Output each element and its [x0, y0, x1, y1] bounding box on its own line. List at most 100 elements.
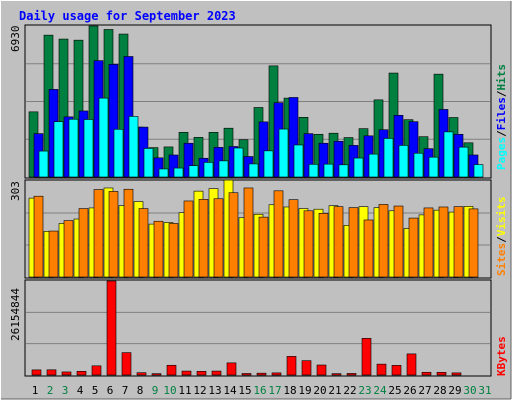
kbytes-bar: [181, 370, 192, 376]
legend-separator: /: [495, 90, 508, 97]
sites-bar: [228, 192, 239, 278]
sites-bar: [138, 208, 149, 278]
kbytes-bar: [361, 338, 372, 376]
kbytes-bar: [136, 372, 147, 376]
kbytes-bar: [331, 373, 342, 376]
pages-bar: [413, 152, 424, 178]
x-tick-label: 13: [208, 384, 221, 397]
kbytes-panel-frame: [24, 279, 492, 377]
x-tick-label: 3: [62, 384, 69, 397]
pages-bar: [308, 164, 319, 178]
pages-bar: [368, 153, 379, 178]
kbytes-bar: [121, 352, 132, 376]
pages-bar: [233, 147, 244, 178]
pages-bar: [248, 163, 259, 178]
pages-bar: [143, 148, 154, 178]
sites-bar: [63, 220, 74, 278]
sites-bar: [468, 208, 479, 278]
legend-hits: Hits: [495, 64, 508, 91]
pages-bar: [218, 160, 229, 178]
legend-visits: Visits: [495, 197, 508, 237]
x-tick-label: 11: [178, 384, 191, 397]
pages-bar: [443, 131, 454, 178]
x-tick-label: 20: [313, 384, 326, 397]
x-tick-label: 14: [223, 384, 237, 397]
pages-bar: [338, 164, 349, 178]
x-tick-label: 8: [137, 384, 144, 397]
kbytes-legend: KBytes: [495, 336, 508, 376]
kbytes-bar: [46, 369, 57, 376]
x-tick-label: 5: [92, 384, 99, 397]
files-bar: [258, 121, 269, 178]
kbytes-bar: [451, 372, 462, 376]
sites-bar: [48, 230, 59, 278]
x-tick-label: 28: [433, 384, 446, 397]
pages-bar: [398, 145, 409, 178]
pages-bar: [263, 150, 274, 178]
kbytes-bar: [91, 365, 102, 376]
kbytes-bar: [436, 372, 447, 376]
hits-bar: [58, 38, 69, 178]
hits-panel-frame: [24, 24, 492, 179]
chart-title: Daily usage for September 2023: [19, 9, 236, 23]
pages-bar: [383, 138, 394, 178]
sites-bar: [378, 204, 389, 278]
files-bar: [288, 97, 299, 178]
sites-bar: [333, 206, 344, 278]
sites-bar: [198, 199, 209, 278]
files-bar: [318, 142, 329, 178]
kbytes-bar: [241, 373, 252, 376]
visits-ymax-label: 303: [9, 181, 22, 201]
sites-bar: [348, 207, 359, 278]
pages-bar: [158, 168, 169, 178]
sites-bar: [168, 223, 179, 278]
sites-bar: [363, 219, 374, 278]
x-tick-label: 26: [403, 384, 416, 397]
kbytes-bar: [211, 370, 222, 376]
visits-panel-frame: [24, 179, 492, 279]
sites-bar: [153, 220, 164, 278]
x-tick-label: 1: [32, 384, 39, 397]
pages-bar: [53, 121, 64, 178]
kbytes-bar: [256, 372, 267, 376]
x-tick-label: 17: [268, 384, 281, 397]
pages-bar: [458, 146, 469, 178]
kbytes-bar: [286, 356, 297, 376]
x-tick-label: 2: [47, 384, 54, 397]
sites-bar: [183, 200, 194, 278]
sites-bar: [423, 207, 434, 278]
kbytes-bar: [166, 364, 177, 376]
kbytes-bar: [421, 371, 432, 376]
pages-bar: [353, 157, 364, 178]
sites-bar: [108, 191, 119, 278]
kbytes-bar: [106, 280, 117, 376]
kbytes-bar: [391, 365, 402, 376]
x-tick-label: 29: [448, 384, 461, 397]
sites-bar: [318, 213, 329, 278]
sites-bar: [123, 188, 134, 278]
sites-bar: [303, 210, 314, 278]
x-tick-label: 16: [253, 384, 266, 397]
kbytes-bar: [196, 371, 207, 376]
x-tick-label: 18: [283, 384, 296, 397]
pages-bar: [323, 163, 334, 178]
kbytes-bar: [151, 373, 162, 376]
legend-kbytes: KBytes: [495, 336, 508, 376]
legend-separator: /: [495, 130, 508, 137]
pages-bar: [473, 164, 484, 178]
kbytes-bar: [316, 364, 327, 376]
x-tick-label: 6: [107, 384, 114, 397]
sites-bar: [78, 208, 89, 278]
x-tick-label: 31: [478, 384, 491, 397]
x-tick-label: 30: [463, 384, 476, 397]
kbytes-bar: [406, 353, 417, 376]
files-bar: [108, 64, 119, 178]
x-tick-label: 9: [152, 384, 159, 397]
x-tick-label: 27: [418, 384, 431, 397]
files-bar: [408, 121, 419, 178]
svg-text:Pages/Files/Hits: Pages/Files/Hits: [495, 64, 508, 170]
pages-bar: [128, 116, 139, 178]
files-bar: [303, 133, 314, 178]
kbytes-bar: [346, 373, 357, 376]
sites-bar: [393, 205, 404, 278]
